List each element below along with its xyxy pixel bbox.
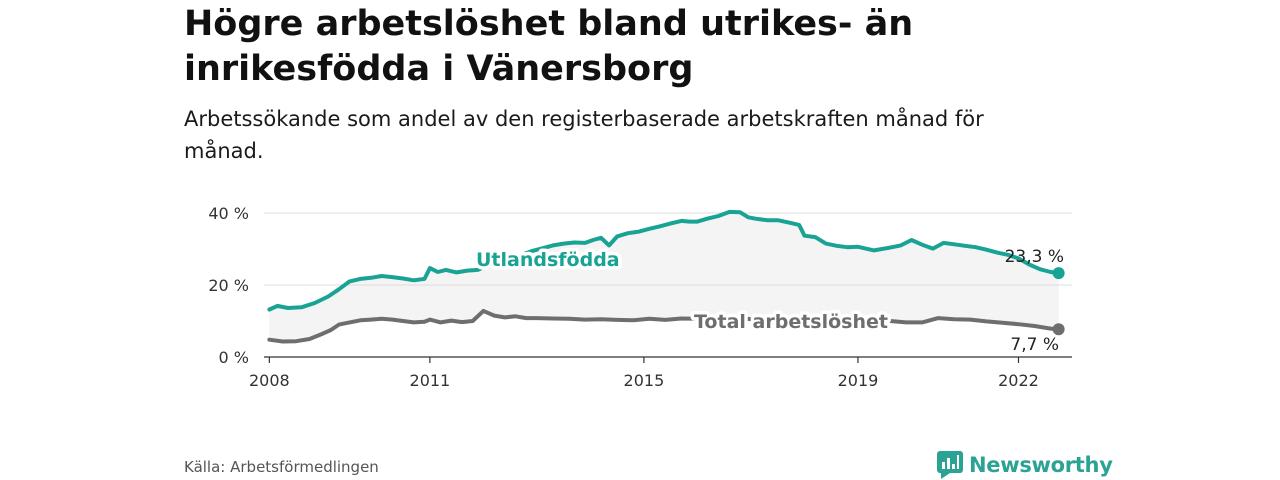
series-label-utlandsfodda-halo: Utlandsfödda — [476, 249, 620, 271]
y-tick-label: 40 % — [208, 204, 249, 223]
chart-title: Högre arbetslöshet bland utrikes- än inr… — [184, 4, 914, 89]
series-label-utlandsfodda: Utlandsfödda — [476, 249, 620, 271]
end-label-total: 7,7 % — [1010, 335, 1059, 355]
x-tick-label: 2008 — [249, 371, 290, 390]
x-tick-label: 2022 — [998, 371, 1039, 390]
y-tick-label: 20 % — [208, 276, 249, 295]
x-tick-label: 2019 — [838, 371, 879, 390]
newsworthy-logo-icon — [937, 451, 963, 479]
series-line-total — [267, 308, 1061, 344]
series-label-total-halo: Total arbetslöshet — [694, 311, 888, 333]
series-label-total: Total arbetslöshet — [694, 311, 888, 333]
source-note: Källa: Arbetsförmedlingen — [184, 458, 379, 476]
y-tick-label: 0 % — [219, 348, 249, 367]
x-tick-label: 2011 — [410, 371, 451, 390]
newsworthy-logo-text: Newsworthy — [969, 453, 1113, 477]
end-point-total — [1052, 323, 1065, 336]
end-point-utlandsfodda — [1052, 267, 1065, 280]
series-line-utlandsfodda — [267, 209, 1061, 312]
chart-subtitle: Arbetssökande som andel av den registerb… — [184, 107, 984, 163]
gap-area — [269, 211, 1059, 342]
x-tick-label: 2015 — [624, 371, 665, 390]
end-label-utlandsfodda: 23,3 % — [1005, 247, 1064, 267]
newsworthy-logo[interactable]: Newsworthy — [937, 450, 1113, 480]
